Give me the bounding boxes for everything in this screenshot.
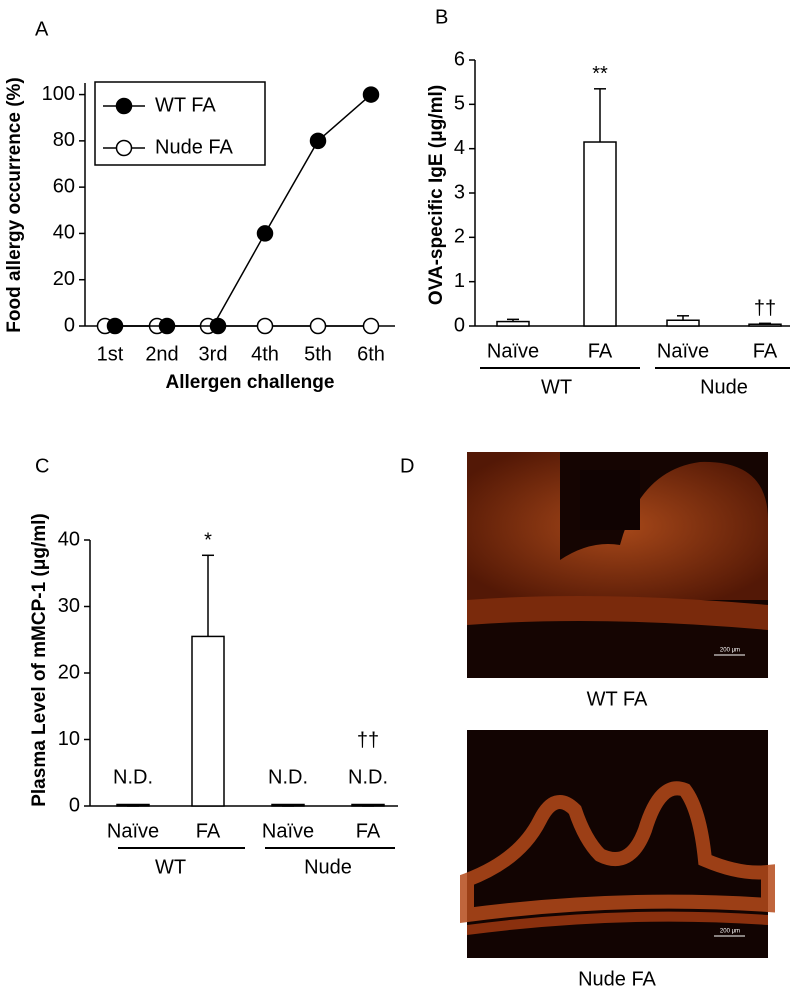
scale-bar-label: 200 μm [720, 929, 740, 935]
y-tick-label: 6 [454, 48, 465, 70]
x-tick-label: 2nd [145, 343, 178, 365]
scale-bar-label: 200 μm [720, 648, 740, 654]
marker [256, 317, 274, 335]
y-tick-label: 4 [454, 137, 465, 159]
x-tick-label: Naïve [487, 340, 539, 362]
legend-label: WT FA [155, 94, 216, 116]
y-tick-label: 10 [58, 728, 80, 750]
y-axis-label: OVA-specific IgE (μg/ml) [426, 85, 447, 305]
bar [583, 141, 617, 327]
x-tick-label: Naïve [262, 820, 314, 842]
y-tick-label: 40 [53, 222, 75, 244]
x-tick-label: FA [356, 820, 381, 842]
legend-label: Nude FA [155, 136, 233, 158]
image-nude [460, 730, 775, 958]
bar [666, 319, 700, 327]
significance: * [204, 530, 212, 552]
marker [362, 317, 380, 335]
image-wt [467, 452, 768, 678]
marker [309, 132, 327, 150]
panel-letter: A [35, 18, 49, 40]
bar [191, 635, 225, 807]
bar [748, 323, 782, 327]
marker [309, 317, 327, 335]
y-axis-label: Food allergy occurrence (%) [4, 77, 25, 333]
x-tick-label: 4th [251, 343, 279, 365]
marker [158, 317, 176, 335]
panel-letter: B [435, 6, 448, 28]
y-tick-label: 20 [53, 268, 75, 290]
legend-box [94, 81, 266, 166]
x-axis-label: Allergen challenge [166, 372, 335, 393]
x-tick-label: Naïve [107, 820, 159, 842]
legend-marker [115, 97, 133, 115]
y-tick-label: 2 [454, 226, 465, 248]
x-tick-label: Naïve [657, 340, 709, 362]
group-label: Nude [700, 376, 748, 398]
y-tick-label: 5 [454, 93, 465, 115]
note: N.D. [348, 766, 388, 788]
y-tick-label: 0 [64, 314, 75, 336]
series-line [110, 94, 372, 327]
y-tick-label: 30 [58, 595, 80, 617]
group-label: WT [541, 376, 572, 398]
x-tick-label: FA [753, 340, 778, 362]
significance: ** [592, 63, 608, 85]
significance: †† [754, 298, 776, 320]
note: N.D. [113, 766, 153, 788]
y-axis-label: Plasma Level of mMCP-1 (μg/ml) [29, 513, 50, 807]
significance: †† [357, 729, 379, 751]
marker [106, 317, 124, 335]
group-label: Nude [304, 856, 352, 878]
group-label: WT [155, 856, 186, 878]
image-caption: WT FA [587, 688, 648, 710]
marker [256, 225, 274, 242]
x-tick-label: 6th [357, 343, 385, 365]
marker [362, 86, 380, 103]
x-tick-label: 5th [304, 343, 332, 365]
y-tick-label: 0 [454, 314, 465, 336]
y-tick-label: 40 [58, 528, 80, 550]
x-tick-label: 3rd [199, 343, 228, 365]
panel-letter: C [35, 455, 49, 477]
bar [496, 320, 530, 327]
y-tick-label: 60 [53, 175, 75, 197]
y-tick-label: 0 [69, 794, 80, 816]
y-tick-label: 20 [58, 661, 80, 683]
note: N.D. [268, 766, 308, 788]
y-tick-label: 100 [42, 83, 75, 105]
x-tick-label: FA [196, 820, 221, 842]
y-tick-label: 3 [454, 181, 465, 203]
legend-marker [115, 139, 133, 157]
image-caption: Nude FA [578, 968, 656, 990]
x-tick-label: FA [588, 340, 613, 362]
y-tick-label: 1 [454, 270, 465, 292]
marker [209, 317, 227, 335]
y-tick-label: 80 [53, 129, 75, 151]
x-tick-label: 1st [97, 343, 124, 365]
panel-letter: D [400, 455, 414, 477]
